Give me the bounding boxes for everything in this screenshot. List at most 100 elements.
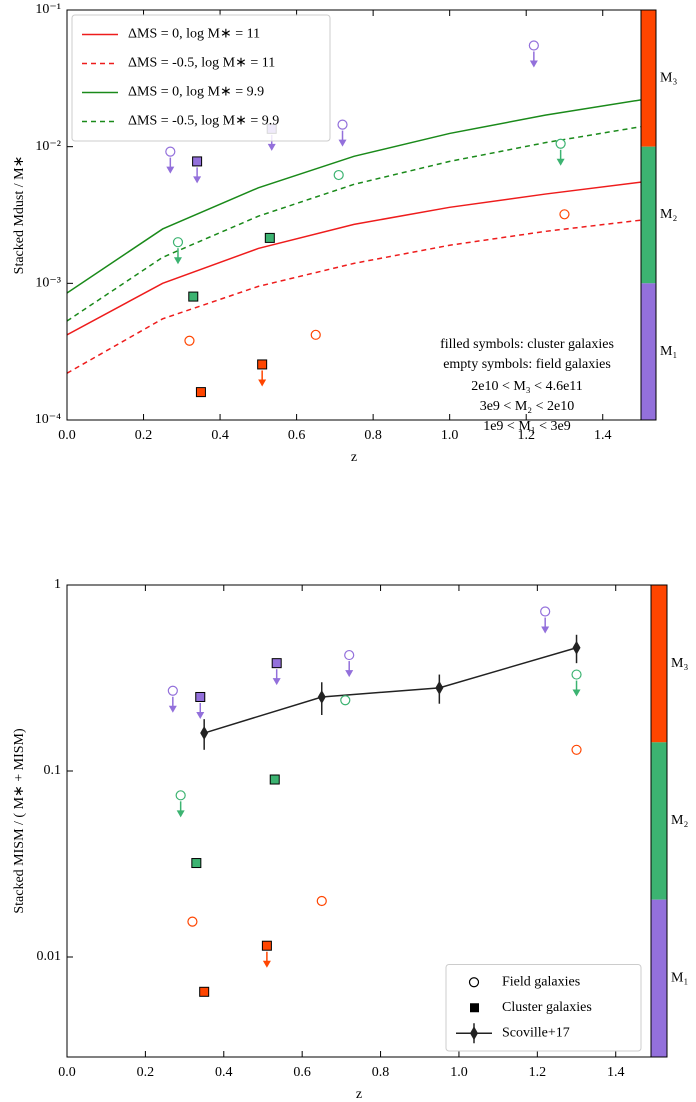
cluster-marker bbox=[270, 775, 279, 784]
field-marker bbox=[338, 120, 347, 129]
field-marker bbox=[334, 171, 343, 180]
annotation: 2e10 < M₃ < 4.6e11 bbox=[471, 379, 583, 394]
annotation: filled symbols: cluster galaxies bbox=[440, 337, 614, 352]
field-marker bbox=[572, 745, 581, 754]
cluster-marker bbox=[258, 360, 267, 369]
upper-limit-head bbox=[169, 706, 177, 713]
legend-label: Field galaxies bbox=[502, 974, 580, 989]
x-axis-label: z bbox=[351, 450, 357, 465]
annotation: empty symbols: field galaxies bbox=[443, 357, 611, 372]
cluster-marker bbox=[193, 157, 202, 166]
colorbar-label: M₁ bbox=[660, 344, 677, 359]
upper-limit-head bbox=[268, 144, 276, 151]
diamond-marker bbox=[573, 641, 581, 655]
cluster-marker bbox=[196, 388, 205, 397]
upper-limit-head bbox=[263, 961, 271, 968]
upper-limit-head bbox=[530, 60, 538, 67]
x-tick-label: 0.4 bbox=[211, 428, 229, 443]
line bbox=[67, 182, 641, 335]
colorbar-label: M₂ bbox=[671, 813, 688, 828]
y-tick-label: 0.1 bbox=[44, 763, 62, 778]
legend-label: ΔMS = 0, log M∗ = 11 bbox=[128, 27, 260, 42]
field-marker bbox=[185, 336, 194, 345]
colorbar-band bbox=[641, 10, 656, 147]
field-marker bbox=[311, 330, 320, 339]
annotation: 3e9 < M₂ < 2e10 bbox=[480, 399, 575, 414]
x-tick-label: 0.8 bbox=[372, 1065, 390, 1080]
x-tick-label: 1.4 bbox=[607, 1065, 625, 1080]
x-tick-label: 0.8 bbox=[364, 428, 382, 443]
upper-limit-head bbox=[174, 257, 182, 264]
field-marker bbox=[341, 696, 350, 705]
x-tick-label: 1.0 bbox=[450, 1065, 468, 1080]
cluster-marker bbox=[192, 859, 201, 868]
x-tick-label: 1.4 bbox=[594, 428, 612, 443]
colorbar-label: M₂ bbox=[660, 207, 677, 222]
cluster-marker bbox=[265, 233, 274, 242]
legend-square bbox=[470, 1003, 479, 1012]
annotation: 1e9 < M₁ < 3e9 bbox=[483, 419, 571, 434]
figure: 0.00.20.40.60.81.01.21.410⁻⁴10⁻³10⁻²10⁻¹… bbox=[0, 0, 696, 1102]
upper-limit-head bbox=[339, 140, 347, 147]
field-marker bbox=[541, 607, 550, 616]
colorbar-band bbox=[641, 147, 656, 284]
field-marker bbox=[188, 917, 197, 926]
cluster-marker bbox=[272, 659, 281, 668]
colorbar-label: M₁ bbox=[671, 971, 688, 986]
colorbar-band bbox=[651, 742, 667, 899]
field-marker bbox=[173, 238, 182, 247]
upper-limit-head bbox=[273, 678, 281, 685]
field-marker bbox=[168, 686, 177, 695]
colorbar-band bbox=[641, 283, 656, 420]
y-tick-label: 10⁻² bbox=[35, 139, 61, 154]
x-tick-label: 0.0 bbox=[58, 1065, 76, 1080]
y-tick-label: 0.01 bbox=[37, 949, 62, 964]
upper-limit-head bbox=[557, 159, 565, 166]
plot-area bbox=[168, 607, 581, 996]
x-tick-label: 0.2 bbox=[135, 428, 153, 443]
upper-limit-head bbox=[196, 712, 204, 719]
upper-limit-head bbox=[177, 810, 185, 817]
diamond-marker bbox=[318, 690, 326, 704]
x-tick-label: 0.6 bbox=[293, 1065, 311, 1080]
y-axis-label: Stacked Mdust / M∗ bbox=[12, 156, 27, 275]
cluster-marker bbox=[262, 941, 271, 950]
x-tick-label: 0.6 bbox=[288, 428, 306, 443]
y-tick-label: 10⁻⁴ bbox=[35, 412, 61, 427]
diamond-marker bbox=[200, 726, 208, 740]
upper-limit-head bbox=[193, 176, 201, 183]
upper-limit-head bbox=[541, 627, 549, 634]
x-axis-label: z bbox=[356, 1087, 362, 1102]
field-marker bbox=[176, 791, 185, 800]
field-marker bbox=[572, 670, 581, 679]
legend-label: Cluster galaxies bbox=[502, 1000, 592, 1015]
colorbar-band bbox=[651, 900, 667, 1057]
legend-label: ΔMS = -0.5, log M∗ = 9.9 bbox=[128, 114, 279, 129]
upper-limit-head bbox=[166, 167, 174, 174]
field-marker bbox=[529, 41, 538, 50]
line bbox=[204, 648, 576, 733]
field-marker bbox=[317, 897, 326, 906]
field-marker bbox=[556, 139, 565, 148]
field-marker bbox=[345, 651, 354, 660]
field-marker bbox=[560, 210, 569, 219]
colorbar-label: M₃ bbox=[660, 71, 677, 86]
legend-label: ΔMS = -0.5, log M∗ = 11 bbox=[128, 56, 275, 71]
legend-label: ΔMS = 0, log M∗ = 9.9 bbox=[128, 85, 264, 100]
colorbar-label: M₃ bbox=[671, 656, 688, 671]
y-tick-label: 10⁻³ bbox=[35, 276, 61, 291]
cluster-marker bbox=[189, 292, 198, 301]
field-marker bbox=[166, 147, 175, 156]
x-tick-label: 1.2 bbox=[529, 1065, 547, 1080]
legend-circle bbox=[470, 978, 479, 987]
cluster-marker bbox=[196, 692, 205, 701]
y-axis-label: Stacked MISM / ( M∗ + MISM) bbox=[12, 728, 27, 914]
y-tick-label: 1 bbox=[54, 577, 61, 592]
x-tick-label: 0.4 bbox=[215, 1065, 233, 1080]
upper-limit-head bbox=[345, 670, 353, 677]
diamond-marker bbox=[435, 681, 443, 695]
cluster-marker bbox=[200, 987, 209, 996]
x-tick-label: 1.0 bbox=[441, 428, 459, 443]
